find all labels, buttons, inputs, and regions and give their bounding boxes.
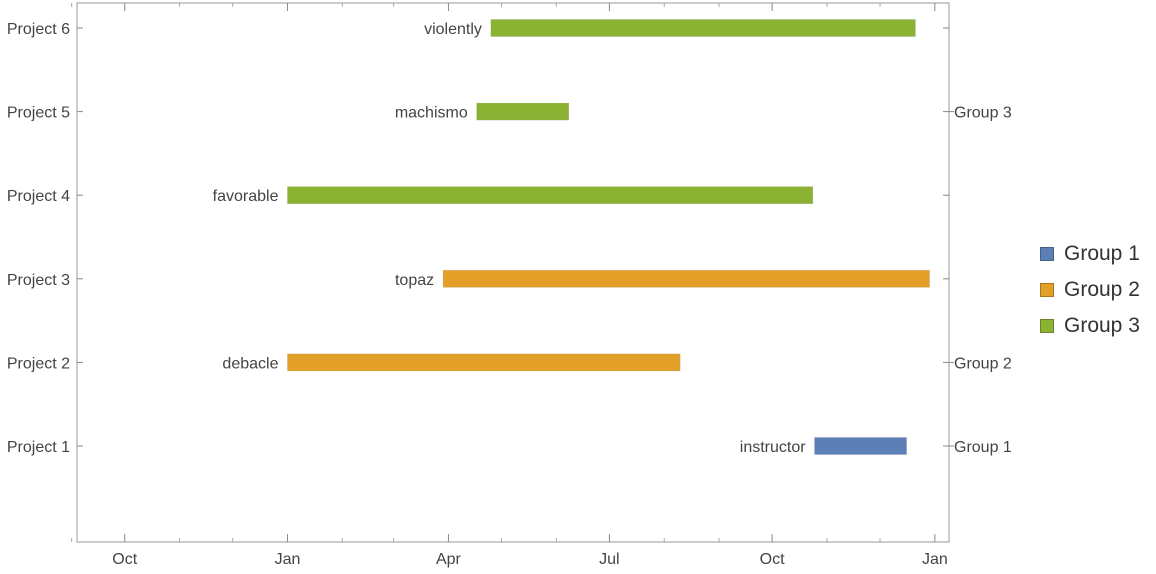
bar-debacle	[287, 353, 681, 372]
plot-frame	[76, 2, 950, 543]
legend-swatch-group-2	[1040, 283, 1054, 297]
x-tick-label-4: Oct	[760, 551, 785, 568]
legend-item-group-1: Group 1	[1040, 236, 1140, 272]
bar-instructor	[814, 437, 907, 455]
bar-topaz	[442, 270, 930, 288]
bar-label-machismo: machismo	[395, 105, 468, 122]
x-tick-label-5: Jan	[922, 551, 948, 568]
group-axis-label-group-3: Group 3	[954, 105, 1012, 122]
row-label-project-5: Project 5	[7, 105, 70, 122]
group-axis-label-group-2: Group 2	[954, 355, 1012, 372]
legend-item-group-2: Group 2	[1040, 272, 1140, 308]
legend-swatch-group-1	[1040, 247, 1054, 261]
row-label-project-2: Project 2	[7, 355, 70, 372]
legend-label-group-3: Group 3	[1064, 314, 1140, 337]
bar-label-topaz: topaz	[395, 272, 434, 289]
bar-label-instructor: instructor	[740, 439, 806, 456]
group-axis-label-group-1: Group 1	[954, 439, 1012, 456]
bar-favorable	[287, 186, 814, 204]
legend: Group 1 Group 2 Group 3	[1040, 236, 1140, 344]
x-tick-label-3: Jul	[599, 551, 619, 568]
x-tick-label-1: Jan	[275, 551, 301, 568]
legend-label-group-1: Group 1	[1064, 242, 1140, 265]
bar-machismo	[476, 102, 569, 121]
x-tick-label-0: Oct	[112, 551, 137, 568]
bar-violently	[490, 19, 916, 37]
legend-item-group-3: Group 3	[1040, 308, 1140, 344]
bar-label-debacle: debacle	[222, 355, 278, 372]
legend-label-group-2: Group 2	[1064, 278, 1140, 301]
row-label-project-4: Project 4	[7, 188, 70, 205]
row-label-project-3: Project 3	[7, 272, 70, 289]
row-label-project-1: Project 1	[7, 439, 70, 456]
x-tick-label-2: Apr	[436, 551, 462, 568]
bar-label-favorable: favorable	[213, 188, 279, 205]
bar-label-violently: violently	[424, 21, 482, 38]
row-label-project-6: Project 6	[7, 21, 70, 38]
legend-swatch-group-3	[1040, 319, 1054, 333]
